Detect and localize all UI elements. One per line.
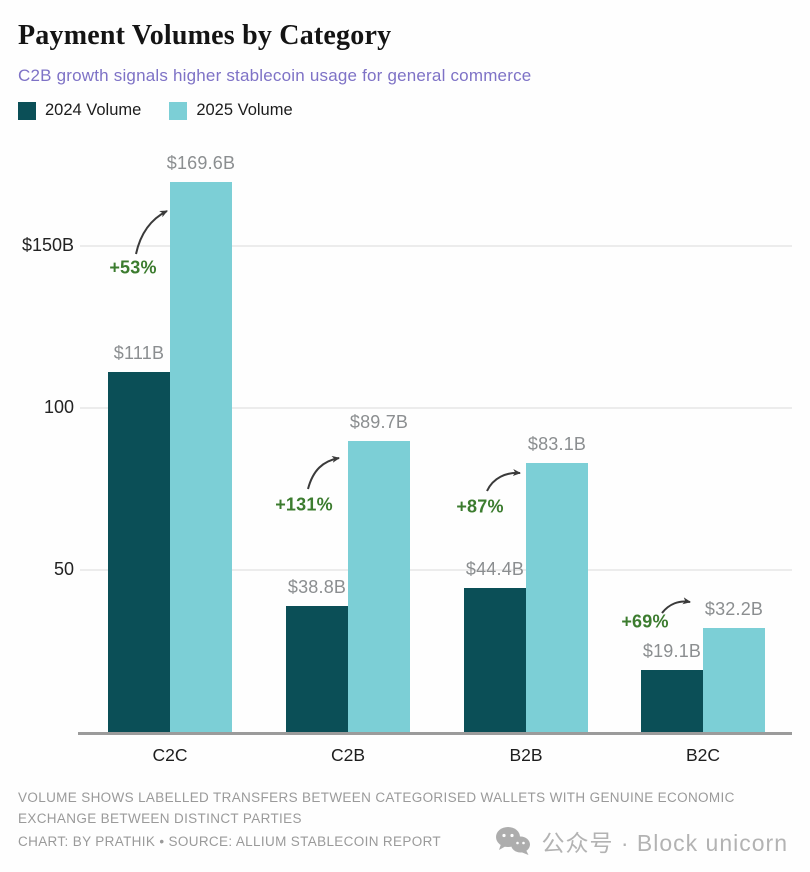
x-label-c2b: C2B (330, 745, 366, 765)
value-label-c2b-2024: $38.8B (287, 577, 347, 598)
pct-change-c2c: +53% (109, 257, 157, 278)
pct-change-c2b: +131% (275, 494, 333, 515)
x-label-b2b: B2B (509, 745, 543, 765)
chart-title: Payment Volumes by Category (18, 20, 392, 51)
pct-change-b2c: +69% (621, 611, 669, 632)
legend-swatch-2025 (169, 101, 188, 120)
value-label-c2c-2025: $169.6B (166, 153, 236, 174)
legend-label-2025: 2025 Volume (196, 101, 293, 119)
x-axis-baseline (78, 732, 792, 735)
value-label-c2b-2025: $89.7B (349, 412, 409, 433)
value-label-b2b-2025: $83.1B (527, 433, 587, 454)
value-label-b2c-2025: $32.2B (704, 598, 764, 619)
legend-label-2024: 2024 Volume (45, 101, 142, 119)
credit-line: CHART: BY PRATHIK • SOURCE: ALLIUM STABL… (18, 834, 442, 849)
gridline-100 (80, 407, 792, 409)
legend-item-2025: 2025 Volume (169, 101, 293, 120)
value-label-c2c-2024: $111B (113, 343, 165, 364)
x-label-b2c: B2C (685, 745, 721, 765)
value-label-b2b-2024: $44.4B (465, 559, 525, 580)
bar-b2c-2024 (641, 670, 703, 732)
bar-b2b-2024 (464, 588, 526, 732)
gridline-150 (80, 245, 792, 247)
y-tick-100: 100 (43, 397, 74, 417)
gridline-50 (80, 569, 792, 571)
footnote: VOLUME SHOWS LABELLED TRANSFERS BETWEEN … (18, 790, 735, 826)
legend-item-2024: 2024 Volume (18, 101, 141, 120)
value-label-b2c-2024: $19.1B (642, 641, 702, 662)
x-label-c2c: C2C (152, 745, 188, 765)
bar-c2c-2025 (170, 182, 232, 732)
bar-b2c-2025 (703, 627, 765, 732)
watermark-text: 公众号 · Block unicorn (541, 830, 788, 856)
bar-c2c-2024 (108, 372, 170, 732)
legend-swatch-2024 (18, 101, 36, 120)
pct-change-b2b: +87% (456, 496, 504, 517)
y-tick-150: $150B (21, 235, 74, 255)
wechat-icon (496, 827, 531, 855)
y-tick-50: 50 (53, 559, 74, 579)
bar-b2b-2025 (526, 462, 588, 732)
bar-c2b-2024 (286, 606, 348, 732)
legend: 2024 Volume 2025 Volume (18, 101, 293, 120)
bar-c2b-2025 (348, 441, 410, 732)
chart-subtitle: C2B growth signals higher stablecoin usa… (18, 66, 532, 85)
watermark: 公众号 · Block unicorn (495, 824, 788, 858)
